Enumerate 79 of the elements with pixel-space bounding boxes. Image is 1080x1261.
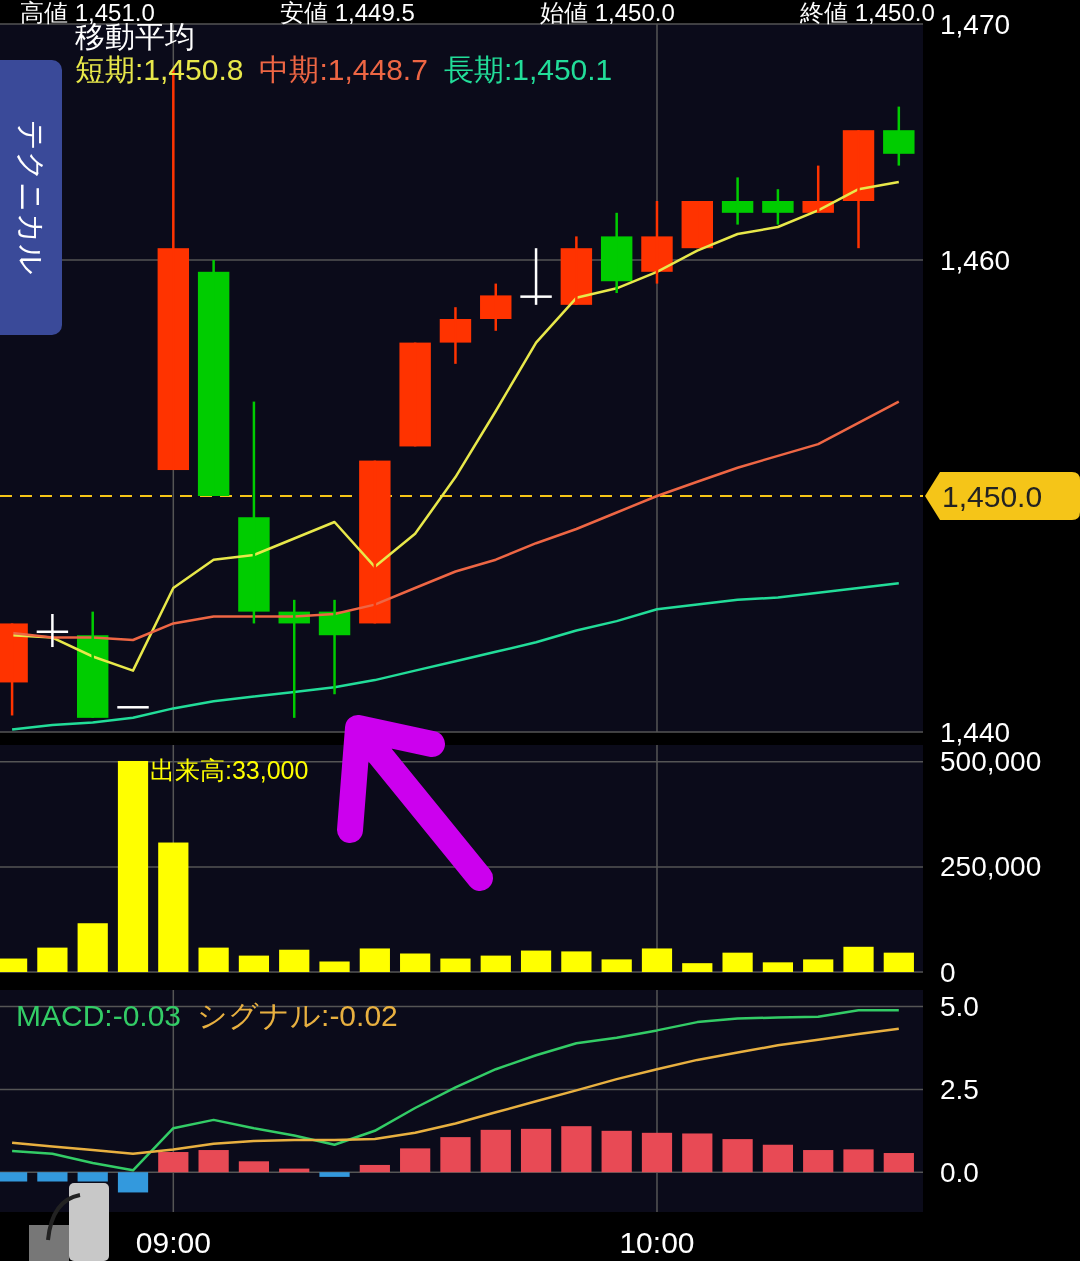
bar — [601, 959, 632, 972]
bar — [682, 1133, 713, 1173]
bar — [883, 952, 914, 972]
candlestick — [480, 282, 512, 333]
bar — [601, 1130, 632, 1173]
bar — [722, 1139, 753, 1173]
bar — [198, 947, 229, 972]
y-tick-label: 0 — [940, 956, 956, 988]
bar — [238, 1161, 270, 1173]
bar — [359, 1164, 390, 1173]
candlestick — [762, 187, 794, 226]
bar — [561, 951, 592, 972]
candlestick — [681, 199, 714, 250]
bar — [843, 1149, 874, 1173]
annotation: 安値 1,449.5 — [280, 0, 415, 26]
bar — [198, 1150, 229, 1173]
x-tick-label: 09:00 — [135, 1225, 211, 1259]
candlestick — [359, 459, 391, 625]
bar — [480, 1129, 511, 1173]
bar — [158, 1152, 189, 1173]
y-tick-label: 500,000 — [940, 746, 1042, 778]
bar — [238, 955, 270, 972]
y-tick-label: 2.5 — [940, 1073, 979, 1105]
bar — [803, 1150, 834, 1173]
x-tick-label: 10:00 — [619, 1225, 695, 1259]
text: シグナル:-0.02 — [197, 998, 398, 1032]
bar — [117, 760, 149, 972]
y-tick-label: 0.0 — [940, 1156, 979, 1188]
candlestick — [399, 341, 431, 448]
bar — [520, 950, 552, 972]
candlestick — [641, 199, 673, 285]
bar — [37, 1172, 68, 1182]
text: MACD:-0.03 — [16, 998, 182, 1032]
bar — [843, 946, 874, 972]
candlestick — [883, 105, 915, 167]
bar — [77, 1172, 108, 1182]
bar — [400, 953, 431, 972]
y-tick-label: 1,470 — [940, 8, 1011, 40]
bar — [762, 962, 794, 972]
bar — [520, 1128, 552, 1173]
line-series — [10, 400, 901, 642]
bar — [117, 1172, 149, 1193]
ref-line-label: 1,450.0 — [942, 479, 1043, 513]
bar — [480, 955, 511, 972]
candlestick — [520, 246, 552, 307]
bar — [641, 948, 673, 972]
text: 中期:1,448.7 — [259, 52, 428, 86]
bar — [561, 1126, 592, 1173]
series-label: 出来高:33,000 — [150, 756, 309, 784]
text: 短期:1,450.8 — [75, 52, 244, 86]
bar — [722, 952, 753, 972]
text: 長期:1,450.1 — [443, 52, 613, 86]
y-tick-label: 5.0 — [940, 991, 979, 1023]
bar — [440, 1137, 471, 1173]
y-tick-label: 1,460 — [940, 244, 1011, 276]
annotation: 始値 1,450.0 — [540, 0, 675, 26]
y-tick-label: 1,440 — [940, 716, 1011, 748]
line-series — [10, 582, 901, 731]
line-series — [10, 180, 901, 672]
annotation: 終値 1,450.0 — [799, 0, 935, 26]
bar — [641, 1132, 673, 1173]
bar — [762, 1144, 794, 1173]
bar — [37, 947, 68, 972]
bar — [279, 949, 310, 972]
bar — [359, 948, 390, 972]
bar — [400, 1148, 431, 1173]
bar — [440, 958, 471, 972]
candlestick — [721, 176, 754, 226]
bar — [682, 963, 713, 972]
bar — [319, 961, 350, 972]
bar — [158, 842, 189, 972]
bar — [883, 1153, 914, 1173]
candlestick — [238, 400, 270, 625]
annotation: テクニカル — [14, 119, 48, 275]
candlestick — [439, 305, 472, 366]
y-tick-label: 250,000 — [940, 851, 1042, 883]
bar — [803, 959, 834, 972]
bar — [319, 1172, 350, 1177]
bar — [77, 923, 108, 972]
